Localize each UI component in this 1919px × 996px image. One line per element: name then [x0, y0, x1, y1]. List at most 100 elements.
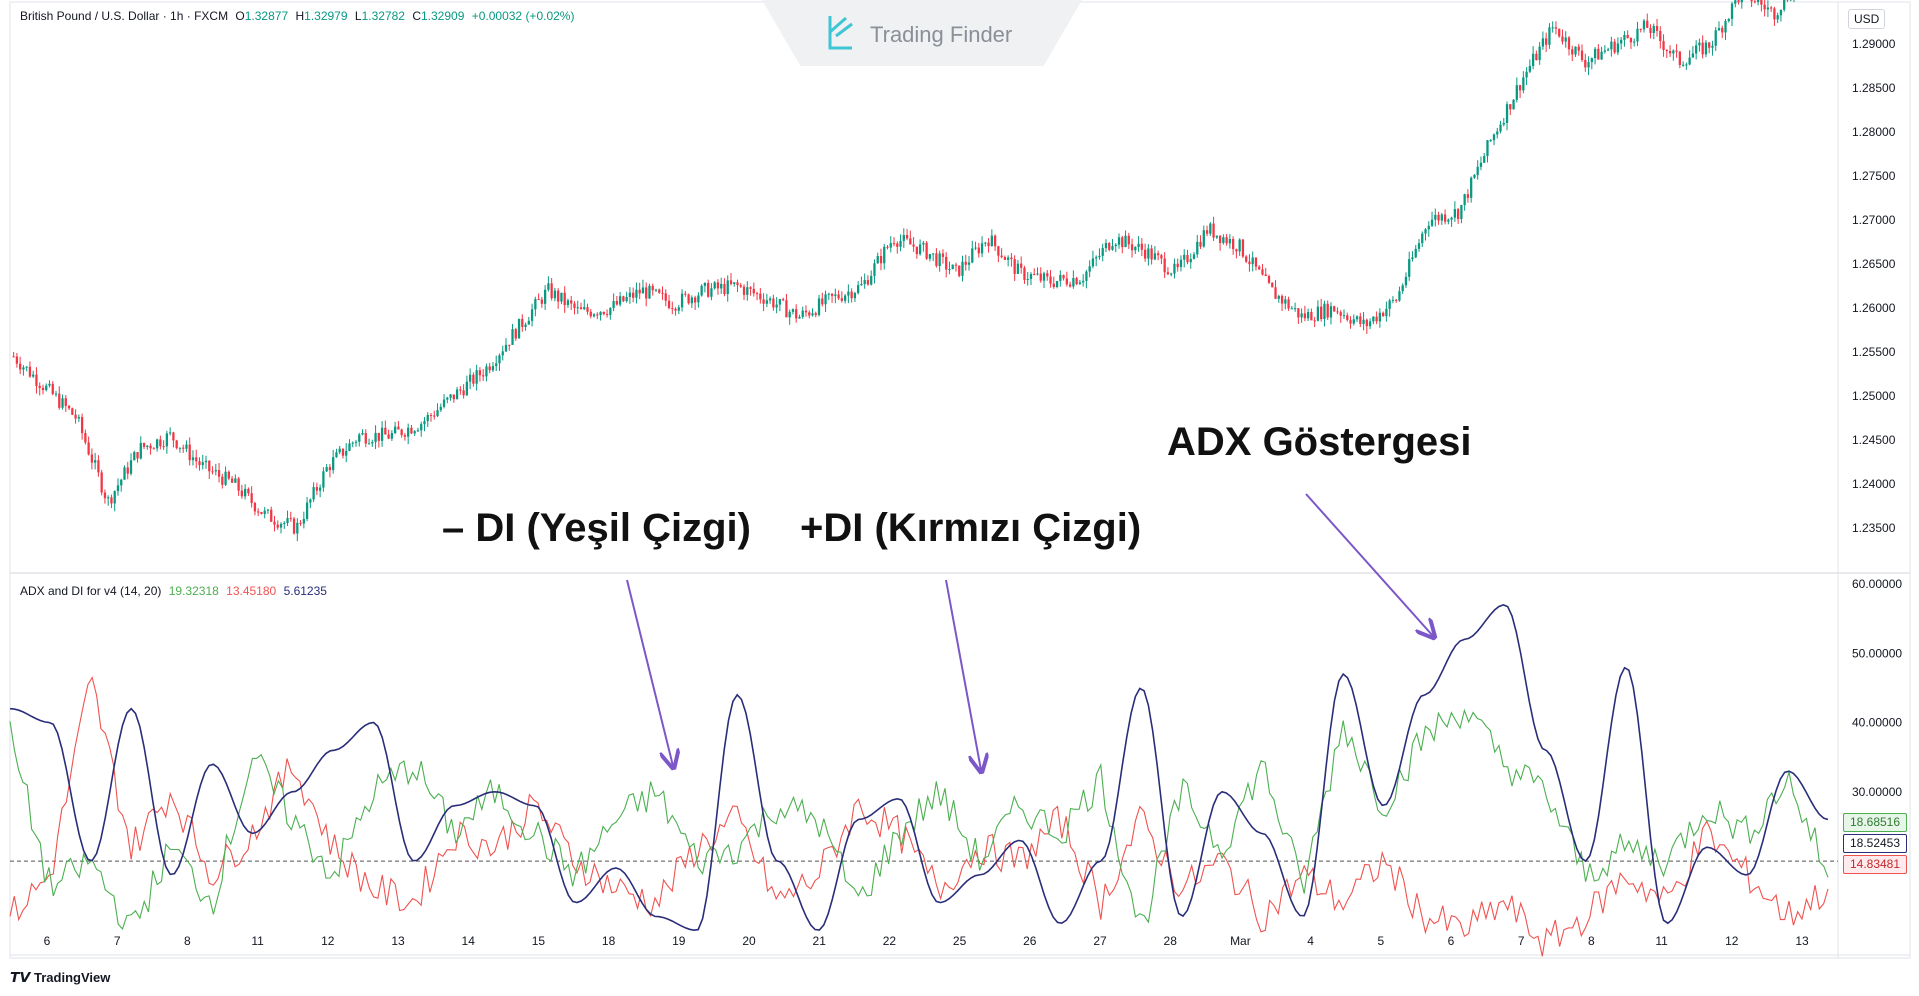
candle-body	[1339, 312, 1342, 316]
candle-body	[1381, 312, 1385, 317]
candle-body	[240, 490, 244, 497]
candle-body	[1036, 273, 1039, 275]
candle-body	[1101, 248, 1104, 256]
indicator-tick-label: 30.00000	[1852, 785, 1902, 799]
candle-body	[1124, 235, 1127, 248]
candle-body	[1558, 28, 1561, 37]
candle-body	[224, 471, 227, 485]
candle-body	[703, 282, 707, 286]
candle-body	[1085, 271, 1088, 281]
candle-body	[1489, 140, 1492, 142]
candle-body	[270, 509, 273, 522]
candle-body	[1013, 259, 1016, 274]
candle-body	[641, 287, 645, 294]
candle-body	[51, 383, 54, 395]
candle-body	[1183, 254, 1186, 260]
candle-body	[948, 269, 951, 271]
candle-body	[1473, 174, 1476, 178]
time-tick-label: 11	[1655, 934, 1668, 948]
candle-body	[1261, 269, 1264, 275]
candle-body	[1228, 238, 1232, 244]
time-tick-label: 8	[184, 934, 191, 948]
candle-body	[778, 299, 782, 305]
candle-body	[139, 442, 142, 459]
candle-body	[185, 444, 188, 449]
candle-body	[266, 509, 270, 511]
candle-body	[570, 300, 573, 304]
candle-body	[680, 293, 684, 308]
candle-body	[1039, 273, 1042, 281]
candle-body	[1055, 280, 1059, 287]
candle-body	[1248, 261, 1251, 265]
candle-body	[605, 314, 609, 316]
candle-body	[1052, 283, 1055, 287]
time-tick-label: 27	[1093, 934, 1107, 948]
candle-body	[374, 432, 377, 443]
candle-body	[1091, 258, 1095, 267]
candle-body	[951, 264, 954, 270]
candle-body	[592, 314, 596, 317]
time-tick-label: 15	[532, 934, 546, 948]
candle-body	[550, 283, 553, 299]
candle-body	[325, 467, 328, 472]
candle-body	[1258, 266, 1261, 270]
minus-di-arrow	[626, 579, 673, 766]
candle-body	[449, 394, 452, 398]
candle-body	[1750, 0, 1753, 2]
candle-body	[142, 442, 146, 447]
candle-body	[1476, 166, 1479, 175]
candle-body	[1505, 104, 1509, 123]
symbol-title[interactable]: British Pound / U.S. Dollar · 1h · FXCM	[20, 9, 229, 23]
time-tick-label: 11	[251, 934, 264, 948]
candle-body	[713, 282, 716, 289]
candle-body	[1003, 257, 1007, 260]
candle-body	[1779, 9, 1783, 16]
tradingview-brand[interactable]: 𝙏𝙑 TradingView	[10, 969, 110, 986]
candle-body	[230, 478, 234, 483]
candle-body	[345, 450, 348, 456]
indicator-title[interactable]: ADX and DI for v4 (14, 20)	[20, 584, 162, 598]
candle-body	[1411, 257, 1414, 260]
candle-body	[609, 307, 612, 315]
candle-body	[1450, 217, 1453, 220]
candle-body	[384, 427, 387, 435]
candle-body	[1189, 258, 1192, 263]
candle-body	[1597, 48, 1600, 60]
candle-body	[834, 294, 837, 296]
candle-body	[87, 442, 90, 455]
candle-body	[1254, 257, 1258, 267]
tradingview-logo-icon: 𝙏𝙑	[10, 969, 31, 985]
candle-body	[1323, 303, 1326, 320]
candle-body	[1075, 278, 1078, 285]
candle-body	[478, 370, 482, 376]
candle-body	[1231, 238, 1235, 250]
candle-body	[1108, 242, 1111, 250]
candle-body	[1443, 214, 1447, 222]
time-tick-label: 7	[1518, 934, 1525, 948]
candle-body	[1620, 39, 1623, 44]
chart-frame	[9, 1, 1911, 959]
candle-body	[1306, 312, 1310, 319]
candle-body	[54, 393, 58, 395]
candle-body	[136, 452, 139, 459]
candle-body	[971, 248, 974, 263]
candle-body	[155, 439, 159, 449]
currency-button[interactable]: USD	[1848, 9, 1886, 29]
candle-body	[1127, 235, 1130, 245]
badge-adx: 18.52453	[1843, 834, 1907, 853]
candle-body	[459, 389, 462, 391]
candle-body	[45, 385, 48, 391]
candle-body	[1000, 255, 1003, 258]
candle-body	[491, 366, 495, 371]
candle-body	[912, 244, 915, 247]
candle-body	[1408, 259, 1411, 277]
candle-body	[146, 445, 149, 447]
candle-body	[1199, 241, 1202, 247]
candle-body	[612, 301, 615, 308]
candle-body	[1192, 254, 1196, 259]
candle-body	[560, 292, 563, 302]
candle-body	[980, 243, 984, 254]
candle-body	[247, 488, 250, 494]
candle-body	[736, 282, 739, 286]
